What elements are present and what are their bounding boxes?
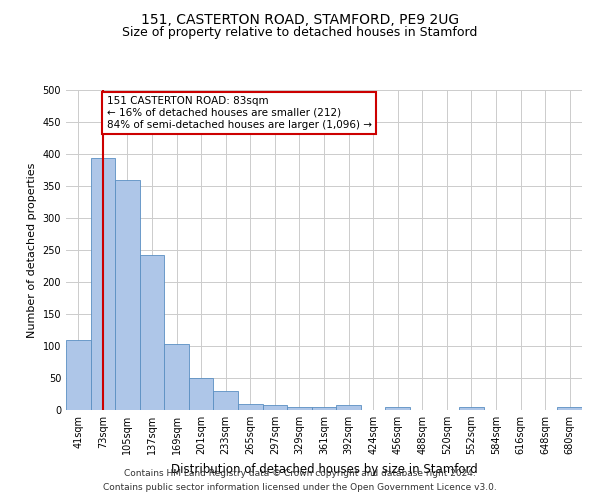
Bar: [140, 255, 164, 410]
Bar: [66, 340, 91, 410]
Y-axis label: Number of detached properties: Number of detached properties: [27, 162, 37, 338]
Bar: [91, 158, 115, 410]
Bar: [189, 378, 214, 410]
Text: 151 CASTERTON ROAD: 83sqm
← 16% of detached houses are smaller (212)
84% of semi: 151 CASTERTON ROAD: 83sqm ← 16% of detac…: [107, 96, 371, 130]
Bar: [287, 407, 312, 410]
Bar: [164, 344, 189, 410]
Bar: [115, 180, 140, 410]
Bar: [263, 405, 287, 410]
X-axis label: Distribution of detached houses by size in Stamford: Distribution of detached houses by size …: [170, 462, 478, 475]
Bar: [214, 391, 238, 410]
Text: Contains HM Land Registry data © Crown copyright and database right 2024.: Contains HM Land Registry data © Crown c…: [124, 470, 476, 478]
Bar: [312, 407, 336, 410]
Text: Contains public sector information licensed under the Open Government Licence v3: Contains public sector information licen…: [103, 483, 497, 492]
Bar: [336, 405, 361, 410]
Bar: [238, 404, 263, 410]
Text: Size of property relative to detached houses in Stamford: Size of property relative to detached ho…: [122, 26, 478, 39]
Bar: [557, 408, 582, 410]
Bar: [459, 407, 484, 410]
Bar: [385, 407, 410, 410]
Text: 151, CASTERTON ROAD, STAMFORD, PE9 2UG: 151, CASTERTON ROAD, STAMFORD, PE9 2UG: [141, 12, 459, 26]
